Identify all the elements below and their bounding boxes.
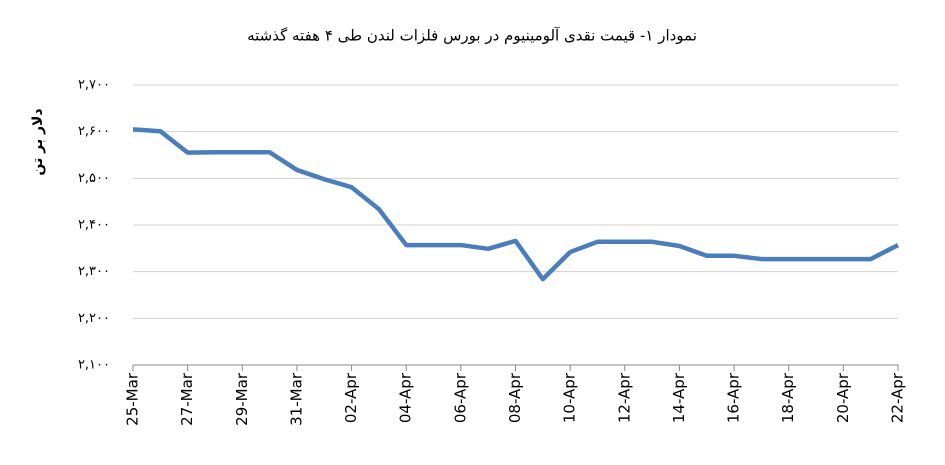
x-tick-label: 06-Apr <box>451 372 469 423</box>
x-tick-label: 22-Apr <box>889 372 907 423</box>
data-line <box>132 127 900 282</box>
y-tick-label: ۲,۲۰۰ <box>78 311 110 326</box>
y-tick-label: ۲,۴۰۰ <box>78 218 110 233</box>
y-tick-label: ۲,۵۰۰ <box>78 171 110 186</box>
x-tick-label: 29-Mar <box>233 372 251 426</box>
x-tick-label: 20-Apr <box>834 372 852 423</box>
y-tick-label: ۲,۱۰۰ <box>78 358 110 373</box>
x-tick-label: 31-Mar <box>287 372 305 426</box>
chart-title: نمودار ۱- قیمت نقدی آلومینیوم در بورس فل… <box>247 27 697 45</box>
y-tick-label: ۲,۶۰۰ <box>78 124 110 139</box>
x-tick-label: 04-Apr <box>397 372 415 423</box>
y-tick-label: ۲,۳۰۰ <box>78 264 110 279</box>
y-axis-label: دلار بر تن <box>30 108 46 175</box>
x-tick-label: 25-Mar <box>124 372 142 426</box>
x-tick-label: 16-Apr <box>725 372 743 423</box>
x-tick-label: 12-Apr <box>615 372 633 423</box>
x-tick-label: 08-Apr <box>506 372 524 423</box>
x-tick-label: 14-Apr <box>670 372 688 423</box>
x-tick-label: 02-Apr <box>342 372 360 423</box>
x-tick-label: 10-Apr <box>561 372 579 423</box>
y-tick-label: ۲,۷۰۰ <box>78 78 110 93</box>
x-tick-label: 18-Apr <box>779 372 797 423</box>
x-tick-label: 27-Mar <box>178 372 196 426</box>
